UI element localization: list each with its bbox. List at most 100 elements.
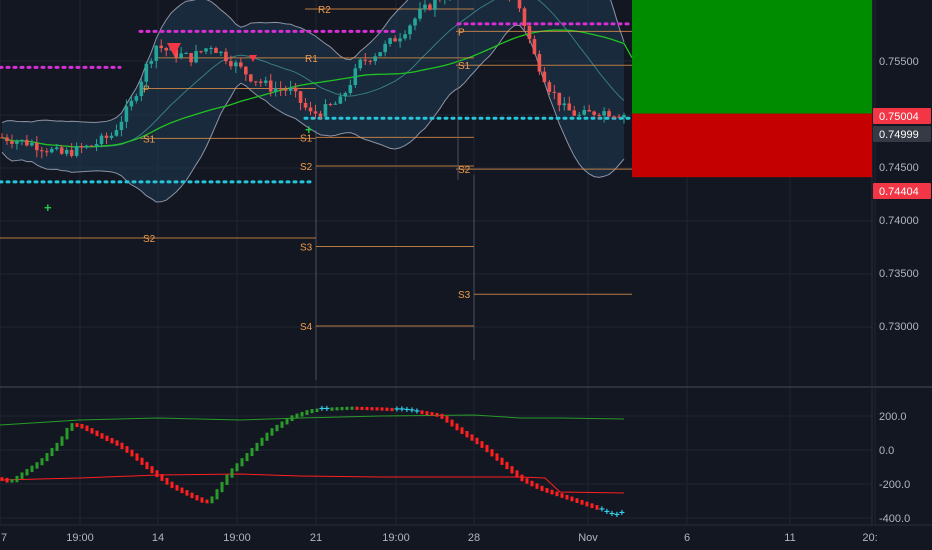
candle-body <box>179 53 183 58</box>
osc-bar <box>125 446 129 453</box>
osc-cross-marker: + <box>409 406 415 417</box>
candle-body <box>189 52 193 63</box>
osc-bar <box>250 447 254 457</box>
osc-bar <box>470 434 474 441</box>
candle-body <box>184 52 188 54</box>
candle-body <box>159 45 164 49</box>
candle-body <box>552 91 557 93</box>
osc-bar <box>440 413 444 419</box>
candle-body <box>5 137 9 142</box>
osc-bar <box>385 407 389 411</box>
candle-body <box>278 88 283 90</box>
buy-cross-marker: + <box>44 200 52 215</box>
osc-bar <box>495 453 499 461</box>
candle-body <box>338 96 343 104</box>
candle-body <box>353 68 358 86</box>
osc-bar <box>10 479 14 483</box>
osc-bar <box>185 490 189 496</box>
candle-body <box>209 47 213 49</box>
band-upper <box>1 0 625 124</box>
osc-bar <box>445 415 449 423</box>
candle-body <box>343 92 348 97</box>
osc-bar <box>200 497 204 503</box>
osc-bar <box>330 407 334 411</box>
candle-body <box>134 96 139 101</box>
last-price-label: 0.74999 <box>879 129 919 141</box>
candle-body <box>592 111 596 115</box>
candle-body <box>59 147 64 154</box>
osc-bar <box>380 407 384 411</box>
osc-bar <box>465 430 469 438</box>
osc-bar <box>590 503 594 509</box>
sell-arrow-marker <box>167 43 181 56</box>
osc-bar <box>220 481 224 493</box>
candle-body <box>368 60 373 62</box>
osc-bar <box>190 492 194 499</box>
osc-bar <box>20 472 24 479</box>
take-profit-price-label: 0.75004 <box>879 111 919 123</box>
osc-upper-line <box>0 414 625 426</box>
candle-body <box>537 53 542 72</box>
osc-bar <box>390 407 394 412</box>
pivot-levels: R2 R1 P P S1 S1 S1 S2 S2 S2 S3 S3 S4 <box>0 0 632 380</box>
osc-bar <box>540 485 544 492</box>
osc-cross-marker: + <box>324 404 330 415</box>
candle-body <box>109 135 114 138</box>
osc-cross-marker: + <box>604 507 610 518</box>
osc-bar <box>155 470 159 478</box>
candle-body <box>174 48 178 58</box>
candle-body <box>283 89 288 91</box>
osc-bar <box>570 496 574 502</box>
osc-bar <box>300 411 304 417</box>
osc-bar <box>280 421 284 428</box>
osc-bar <box>105 435 109 442</box>
osc-bar <box>260 437 264 446</box>
osc-bar <box>195 495 199 501</box>
osc-bar <box>40 458 44 466</box>
osc-bar <box>165 477 169 485</box>
osc-tick-label: 200.0 <box>879 411 907 423</box>
osc-bar <box>25 469 29 476</box>
take-profit-zone <box>632 0 872 114</box>
osc-bar <box>85 425 89 432</box>
candle-body <box>293 87 298 92</box>
time-tick-label: Nov <box>578 532 598 544</box>
candle-body <box>408 25 412 35</box>
osc-tick-label: 0.0 <box>879 445 894 457</box>
candle-body <box>423 4 427 10</box>
candle-body <box>15 141 19 144</box>
time-axis: 7 19:00 14 19:00 21 19:00 28 Nov 6 11 20: <box>1 532 878 544</box>
osc-tick-label: -400.0 <box>879 513 910 525</box>
candle-body <box>323 104 328 117</box>
osc-bar <box>245 453 249 462</box>
osc-bar <box>15 475 19 483</box>
osc-bar <box>170 481 174 489</box>
candle-body <box>149 60 154 64</box>
candle-body <box>522 8 527 26</box>
osc-bar <box>535 483 539 489</box>
osc-bar <box>55 442 59 451</box>
osc-cross-marker: + <box>609 509 615 520</box>
candle-body <box>532 39 537 54</box>
osc-cross-marker: + <box>394 404 400 415</box>
osc-bar <box>265 432 269 441</box>
osc-bar <box>240 458 244 467</box>
osc-bar <box>550 489 554 495</box>
osc-bar <box>115 440 119 446</box>
osc-bar <box>215 489 219 500</box>
candle-body <box>10 141 14 144</box>
osc-bar <box>490 449 494 457</box>
candle-body <box>84 145 89 148</box>
osc-bar <box>345 406 349 410</box>
time-tick-label: 19:00 <box>66 532 94 544</box>
osc-bar <box>130 449 134 457</box>
osc-bar <box>120 442 124 450</box>
pivot-label: S2 <box>143 234 156 245</box>
osc-cross-marker: + <box>599 505 605 516</box>
osc-bar <box>35 462 39 469</box>
pivot-label: S3 <box>458 290 471 301</box>
candle-body <box>25 139 29 146</box>
osc-bar <box>160 474 164 481</box>
candle-body <box>263 80 268 83</box>
